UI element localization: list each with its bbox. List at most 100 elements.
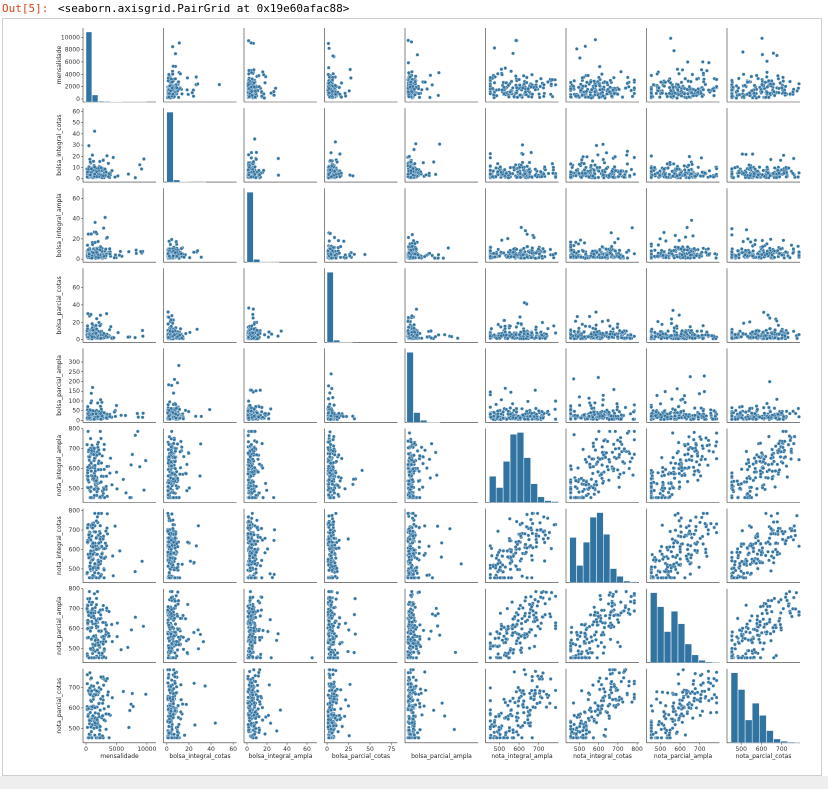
scatter-point xyxy=(179,336,184,340)
scatter-point xyxy=(649,249,654,253)
scatter-point xyxy=(582,241,587,245)
scatter-point xyxy=(712,93,716,98)
scatter-point xyxy=(503,66,508,70)
scatter-point xyxy=(695,329,700,334)
scatter-point xyxy=(134,251,139,256)
scatter-point xyxy=(685,225,689,230)
scatter-point xyxy=(500,72,504,77)
scatter-point xyxy=(649,242,654,246)
scatter-point xyxy=(568,175,573,180)
scatter-point xyxy=(252,80,257,85)
scatter-point xyxy=(492,80,497,85)
y-tick-label: 0 xyxy=(76,337,80,344)
scatter-point xyxy=(538,84,543,89)
scatter-point xyxy=(570,165,575,170)
scatter-point xyxy=(613,168,618,173)
scatter-point xyxy=(749,74,754,79)
scatter-point xyxy=(615,334,620,339)
scatter-point xyxy=(694,253,699,258)
scatter-point xyxy=(700,94,705,99)
scatter-point xyxy=(195,248,200,253)
scatter-point xyxy=(629,167,634,172)
scatter-point xyxy=(407,251,411,255)
scatter-point xyxy=(705,68,709,73)
scatter-point xyxy=(417,95,422,100)
scatter-point xyxy=(436,93,441,98)
scatter-point xyxy=(764,328,769,333)
scatter-point xyxy=(735,248,740,253)
scatter-point xyxy=(518,93,523,97)
scatter-point xyxy=(436,333,441,337)
scatter-point xyxy=(529,150,534,155)
scatter-point xyxy=(516,321,520,326)
y-tick-label: 60 xyxy=(72,284,80,291)
scatter-point xyxy=(409,168,413,173)
scatter-point xyxy=(527,170,532,175)
scatter-point xyxy=(427,251,432,256)
scatter-point xyxy=(266,335,271,339)
scatter-point xyxy=(741,88,746,93)
scatter-point xyxy=(521,152,525,157)
scatter-point xyxy=(667,172,672,177)
scatter-point xyxy=(170,86,175,90)
scatter-point xyxy=(776,323,781,328)
scatter-point xyxy=(627,173,632,178)
scatter-point xyxy=(166,322,170,326)
scatter-point xyxy=(138,249,143,254)
scatter-point xyxy=(784,175,789,179)
scatter-point xyxy=(327,46,331,51)
scatter-point xyxy=(89,232,94,236)
scatter-point xyxy=(550,161,555,166)
scatter-point xyxy=(666,329,670,333)
bottom-scrollbar[interactable] xyxy=(0,776,828,789)
scatter-point xyxy=(589,163,593,168)
scatter-point xyxy=(797,171,801,175)
scatter-point xyxy=(408,80,413,84)
scatter-point xyxy=(741,171,746,176)
y-tick-label: 10000 xyxy=(61,34,80,41)
scatter-point xyxy=(419,336,424,341)
scatter-point xyxy=(685,60,690,64)
scatter-point xyxy=(339,81,344,85)
scatter-point xyxy=(763,80,768,85)
scatter-point xyxy=(488,151,493,156)
scatter-point xyxy=(580,75,585,80)
scatter-point xyxy=(417,255,422,260)
scatter-point xyxy=(701,323,705,328)
scatter-point xyxy=(592,79,597,84)
scatter-point xyxy=(407,94,411,99)
panel-mensalidade-vs-bolsa_parcial_ampla xyxy=(404,28,478,103)
panel-bolsa_integral_ampla-vs-bolsa_parcial_cotas xyxy=(324,188,398,263)
scatter-point xyxy=(272,93,276,98)
scatter-point xyxy=(503,329,508,334)
scatter-point xyxy=(612,75,616,80)
scatter-point xyxy=(672,48,676,53)
y-tick-label: 0 xyxy=(76,96,80,103)
scatter-point xyxy=(698,174,703,178)
scatter-point xyxy=(166,335,171,340)
scatter-point xyxy=(761,310,766,315)
scatter-point xyxy=(507,95,511,99)
scatter-point xyxy=(624,250,629,255)
scatter-point xyxy=(246,82,251,87)
scatter-point xyxy=(669,321,674,326)
scatter-point xyxy=(102,254,106,259)
scatter-point xyxy=(429,336,434,340)
scatter-point xyxy=(655,254,660,259)
scatter-point xyxy=(173,76,178,81)
scatter-point xyxy=(767,316,772,320)
scatter-point xyxy=(587,314,592,319)
scatter-point xyxy=(551,324,556,328)
scatter-point xyxy=(338,244,343,249)
scatter-point xyxy=(714,256,718,260)
scatter-point xyxy=(765,90,770,95)
scatter-point xyxy=(597,247,602,252)
scatter-point xyxy=(734,335,739,340)
scatter-point xyxy=(534,79,539,84)
scatter-point xyxy=(653,334,658,339)
scatter-point xyxy=(663,80,668,85)
scatter-point xyxy=(174,239,179,244)
scatter-point xyxy=(584,89,589,94)
scatter-point xyxy=(90,335,95,339)
scatter-point xyxy=(517,83,522,87)
